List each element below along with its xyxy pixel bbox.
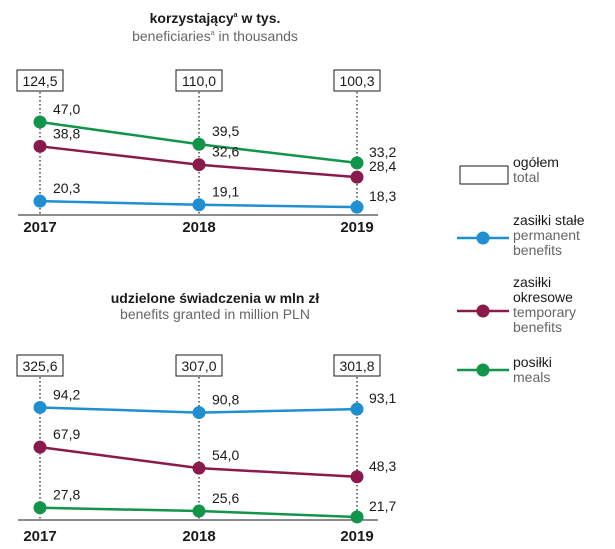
legend-temporary-text: zasiłki okresowe temporary benefits — [513, 275, 603, 335]
data-label-permanent: 90,8 — [212, 392, 239, 408]
data-label-permanent: 19,1 — [212, 184, 239, 200]
data-point-permanent — [192, 198, 206, 212]
data-label-temporary: 48,3 — [369, 458, 396, 474]
total-box — [333, 354, 381, 377]
data-point-meals — [192, 137, 206, 151]
legend-temporary-line-icon — [457, 304, 509, 318]
total-value-label: 110,0 — [182, 73, 216, 89]
data-point-meals — [33, 501, 47, 515]
total-value-label: 124,5 — [22, 73, 57, 89]
data-label-temporary: 28,4 — [369, 158, 396, 174]
data-label-temporary: 32,6 — [212, 144, 239, 160]
legend-permanent-text: zasiłki stałe permanent benefits — [513, 213, 608, 258]
legend-permanent-pl: zasiłki stałe — [513, 212, 585, 228]
data-label-permanent: 18,3 — [369, 188, 396, 204]
legend-total-pl: ogółem — [513, 154, 559, 170]
data-point-temporary — [350, 470, 364, 484]
data-label-meals: 47,0 — [53, 101, 80, 117]
data-label-meals: 25,6 — [212, 490, 239, 506]
data-point-temporary — [192, 158, 206, 172]
year-tick-label: 2017 — [23, 528, 56, 545]
legend-item-total: ogółem total — [455, 155, 615, 203]
year-tick-label: 2017 — [23, 219, 56, 236]
legend-total-en: total — [513, 169, 540, 185]
data-point-temporary — [192, 461, 206, 475]
total-box — [175, 354, 223, 377]
top-chart-title-block: korzystającya w tys. beneficiariesa in t… — [0, 8, 430, 44]
total-box — [16, 354, 64, 377]
bottom-chart-title: udzielone świadczenia w mln zł — [110, 290, 320, 306]
data-point-meals — [350, 510, 364, 524]
data-label-meals: 27,8 — [53, 487, 80, 503]
data-point-temporary — [33, 440, 47, 454]
data-point-permanent — [33, 194, 47, 208]
legend-meals-text: posiłki meals — [513, 355, 552, 385]
bottom-chart-title-block: udzielone świadczenia w mln zł benefits … — [0, 290, 430, 322]
data-label-meals: 39,5 — [212, 123, 239, 139]
legend-permanent-en: permanent benefits — [513, 227, 580, 258]
total-value-label: 307,0 — [181, 358, 216, 374]
total-box — [16, 69, 64, 92]
bottom-chart-subtitle: benefits granted in million PLN — [120, 306, 310, 322]
legend-meals-pl: posiłki — [513, 354, 552, 370]
legend-item-meals: posiłki meals — [455, 355, 615, 395]
top-subtitle-text: beneficiaries — [132, 28, 211, 44]
top-title-unit: w tys. — [237, 10, 281, 26]
data-label-temporary: 54,0 — [212, 447, 239, 463]
top-title-footnote: a — [233, 12, 238, 19]
total-box — [175, 69, 223, 92]
data-point-temporary — [350, 170, 364, 184]
total-value-label: 325,6 — [22, 358, 57, 374]
legend-meals-line-icon — [457, 363, 509, 377]
data-label-temporary: 38,8 — [53, 125, 80, 141]
data-label-temporary: 67,9 — [53, 426, 80, 442]
legend-permanent-line-icon — [457, 231, 509, 245]
top-subtitle-unit: in thousands — [214, 28, 298, 44]
legend-item-temporary: zasiłki okresowe temporary benefits — [455, 275, 615, 355]
year-tick-label: 2018 — [182, 528, 215, 545]
year-tick-label: 2018 — [182, 219, 215, 236]
top-subtitle-footnote: a — [210, 30, 215, 37]
data-label-permanent: 94,2 — [53, 386, 80, 402]
data-point-meals — [350, 156, 364, 170]
data-label-permanent: 93,1 — [369, 390, 396, 406]
data-label-meals: 33,2 — [369, 144, 396, 160]
total-value-label: 301,8 — [339, 358, 374, 374]
total-box — [333, 69, 381, 92]
legend-meals-en: meals — [513, 369, 551, 385]
data-point-permanent — [350, 200, 364, 214]
legend: ogółem total zasiłki stałe permanent ben… — [455, 155, 615, 395]
data-point-meals — [192, 504, 206, 518]
data-label-meals: 21,7 — [369, 498, 396, 514]
year-tick-label: 2019 — [340, 528, 373, 545]
data-label-permanent: 20,3 — [53, 180, 80, 196]
legend-item-permanent: zasiłki stałe permanent benefits — [455, 213, 615, 275]
top-chart-subtitle: beneficiariesa in thousands — [0, 26, 430, 44]
data-point-permanent — [33, 400, 47, 414]
legend-total-text: ogółem total — [513, 155, 559, 185]
year-tick-label: 2019 — [340, 219, 373, 236]
data-point-permanent — [350, 402, 364, 416]
total-value-label: 100,3 — [339, 73, 374, 89]
legend-temporary-en: temporary benefits — [513, 304, 577, 335]
legend-total-box-icon — [459, 165, 509, 185]
data-point-permanent — [192, 406, 206, 420]
top-chart-title: korzystającya w tys. — [0, 8, 430, 26]
data-point-temporary — [33, 139, 47, 153]
legend-temporary-pl: zasiłki okresowe — [513, 274, 573, 305]
data-point-meals — [33, 115, 47, 129]
top-title-text: korzystający — [149, 10, 234, 26]
